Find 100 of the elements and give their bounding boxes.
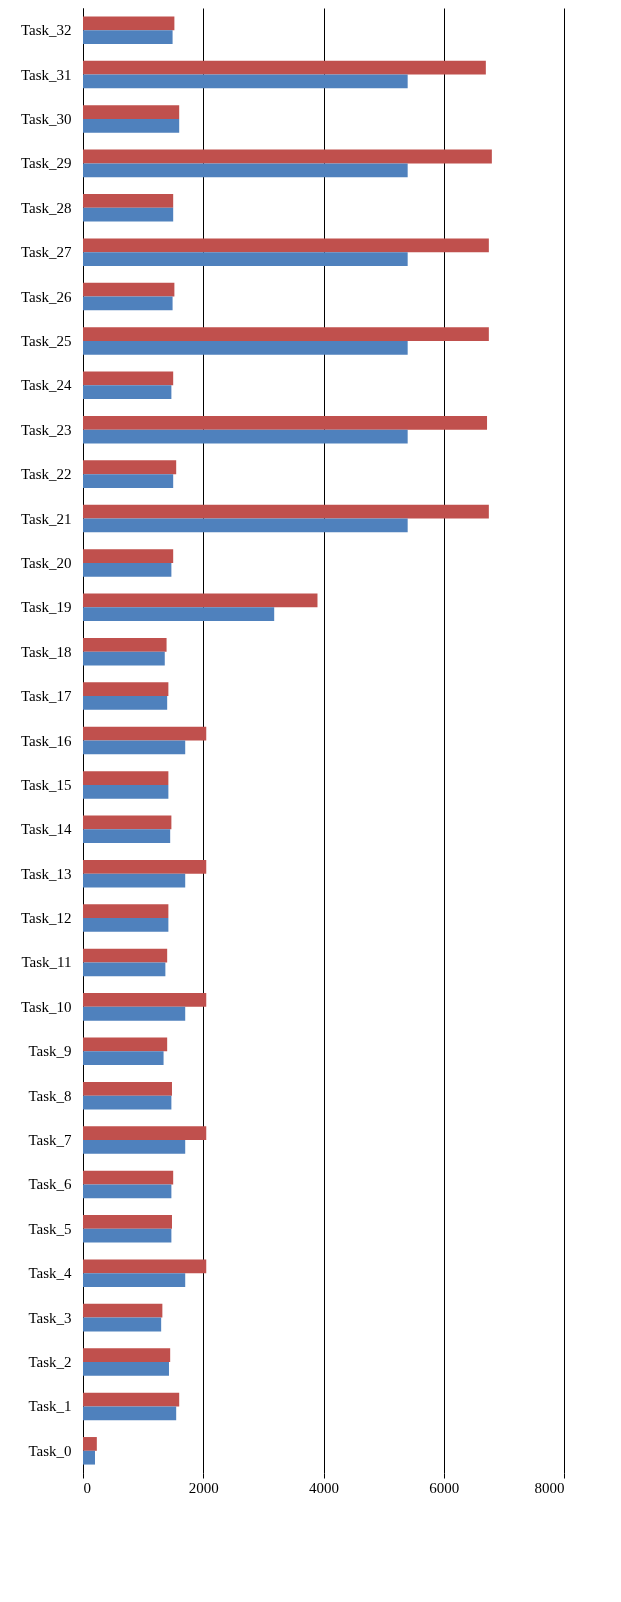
bar bbox=[83, 149, 492, 164]
y-tick-label: Task_27 bbox=[20, 244, 72, 261]
bar bbox=[83, 238, 489, 253]
y-tick-label: Task_32 bbox=[20, 22, 72, 39]
y-tick-label: Task_8 bbox=[28, 1087, 72, 1104]
bar bbox=[83, 784, 169, 799]
y-tick-label: Task_7 bbox=[28, 1132, 72, 1149]
bar bbox=[83, 60, 486, 75]
y-tick-label: Task_3 bbox=[28, 1309, 72, 1326]
y-tick-label: Task_17 bbox=[20, 688, 72, 705]
bar bbox=[83, 740, 186, 755]
bar bbox=[83, 371, 174, 386]
bar bbox=[83, 207, 174, 222]
bar bbox=[83, 771, 169, 785]
y-tick-label: Task_11 bbox=[21, 954, 72, 971]
y-tick-label: Task_13 bbox=[20, 865, 72, 882]
bar bbox=[83, 1437, 97, 1451]
y-tick-label: Task_19 bbox=[20, 599, 72, 616]
y-tick-label: Task_5 bbox=[28, 1220, 72, 1237]
bar bbox=[83, 696, 168, 710]
bar bbox=[83, 1317, 162, 1332]
bar bbox=[83, 1362, 169, 1376]
bar bbox=[83, 873, 186, 888]
bar bbox=[83, 829, 171, 844]
y-tick-label: Task_30 bbox=[20, 110, 72, 127]
bar bbox=[83, 948, 168, 963]
bar bbox=[83, 1095, 172, 1110]
bar bbox=[83, 593, 318, 608]
bar bbox=[83, 1450, 96, 1465]
bar bbox=[83, 518, 408, 533]
x-tick-label: 0 bbox=[83, 1479, 91, 1496]
bar bbox=[83, 1259, 207, 1274]
bar bbox=[83, 562, 172, 577]
y-tick-label: Task_22 bbox=[20, 466, 72, 483]
y-tick-label: Task_25 bbox=[20, 332, 72, 349]
bar bbox=[83, 1348, 171, 1363]
bar bbox=[83, 549, 174, 563]
bar bbox=[83, 118, 180, 133]
bar bbox=[83, 1081, 172, 1096]
bar bbox=[83, 385, 172, 400]
y-tick-label: Task_31 bbox=[20, 66, 72, 83]
x-tick-label: 2000 bbox=[188, 1479, 219, 1496]
bar bbox=[83, 859, 207, 874]
y-tick-label: Task_12 bbox=[20, 910, 72, 927]
bar bbox=[83, 1303, 163, 1318]
bar bbox=[83, 637, 167, 652]
bar bbox=[83, 74, 408, 89]
y-tick-label: Task_28 bbox=[20, 199, 72, 216]
y-tick-label: Task_10 bbox=[20, 998, 72, 1015]
bar bbox=[83, 726, 207, 741]
bar bbox=[83, 1184, 172, 1199]
bar bbox=[83, 1006, 186, 1021]
bar bbox=[83, 252, 408, 266]
bar bbox=[83, 429, 408, 444]
bar bbox=[83, 993, 207, 1007]
bar bbox=[83, 1037, 168, 1052]
y-tick-label: Task_16 bbox=[20, 732, 72, 749]
y-tick-label: Task_4 bbox=[28, 1265, 72, 1282]
bar bbox=[83, 296, 173, 311]
y-tick-label: Task_18 bbox=[20, 643, 72, 660]
bar bbox=[83, 415, 488, 430]
bar bbox=[83, 1392, 180, 1407]
bar bbox=[83, 163, 408, 178]
bar bbox=[83, 504, 489, 519]
x-tick-label: 8000 bbox=[534, 1479, 565, 1496]
y-tick-label: Task_20 bbox=[20, 554, 72, 571]
bar bbox=[83, 607, 275, 622]
bar bbox=[83, 30, 173, 44]
y-tick-label: Task_15 bbox=[20, 776, 72, 793]
bar bbox=[83, 340, 408, 355]
y-tick-label: Task_6 bbox=[28, 1176, 72, 1193]
y-tick-label: Task_14 bbox=[20, 821, 72, 838]
y-tick-label: Task_2 bbox=[28, 1354, 72, 1371]
y-tick-label: Task_0 bbox=[28, 1442, 72, 1459]
bar bbox=[83, 460, 177, 475]
bar bbox=[83, 962, 166, 977]
bar bbox=[83, 282, 175, 297]
bar bbox=[83, 474, 174, 488]
y-tick-label: Task_26 bbox=[20, 288, 72, 305]
bar bbox=[83, 918, 169, 932]
bar bbox=[83, 105, 180, 119]
y-tick-label: Task_24 bbox=[20, 377, 72, 394]
bar bbox=[83, 194, 174, 208]
bar bbox=[83, 1140, 186, 1154]
bar bbox=[83, 651, 165, 666]
bar bbox=[83, 1126, 207, 1141]
x-tick-label: 6000 bbox=[429, 1479, 460, 1496]
y-tick-label: Task_9 bbox=[28, 1043, 72, 1060]
bar bbox=[83, 1215, 172, 1229]
bar bbox=[83, 682, 169, 697]
y-tick-label: Task_1 bbox=[28, 1398, 72, 1415]
y-tick-label: Task_23 bbox=[20, 421, 72, 438]
bar bbox=[83, 1170, 174, 1185]
y-tick-label: Task_29 bbox=[20, 155, 72, 172]
x-tick-label: 4000 bbox=[309, 1479, 339, 1496]
bar bbox=[83, 1051, 164, 1066]
bar bbox=[83, 1273, 186, 1287]
bar bbox=[83, 1406, 177, 1421]
bar bbox=[83, 327, 489, 341]
y-tick-label: Task_21 bbox=[20, 510, 72, 527]
